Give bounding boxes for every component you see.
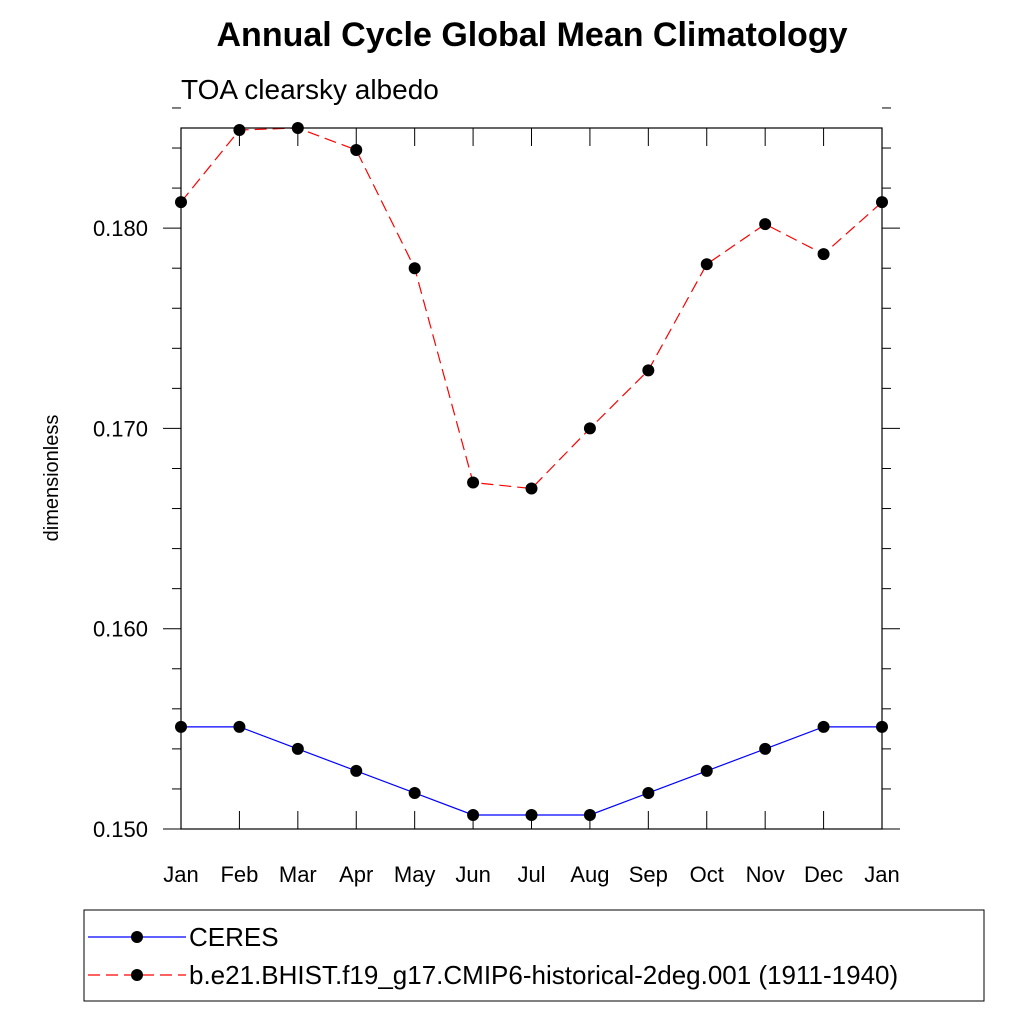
- y-tick-label: 0.180: [93, 216, 148, 241]
- y-tick-label: 0.170: [93, 416, 148, 441]
- legend: CERES b.e21.BHIST.f19_g17.CMIP6-historica…: [83, 909, 985, 1002]
- plot-series: [175, 122, 888, 821]
- data-point: [233, 124, 246, 137]
- data-point: [700, 764, 713, 777]
- x-tick-label: Jul: [517, 862, 545, 887]
- data-point: [642, 364, 655, 377]
- axis-ticks: [163, 107, 900, 830]
- y-tick-label: 0.160: [93, 617, 148, 642]
- data-point: [817, 720, 830, 733]
- data-point: [583, 808, 596, 821]
- data-point: [759, 218, 772, 231]
- x-tick-label: Aug: [570, 862, 609, 887]
- data-point: [525, 482, 538, 495]
- legend-marker: [131, 969, 143, 981]
- x-tick-label: Apr: [339, 862, 373, 887]
- x-tick-label: Dec: [804, 862, 843, 887]
- data-point: [350, 144, 363, 157]
- x-tick-label: Nov: [746, 862, 785, 887]
- data-point: [817, 248, 830, 261]
- x-tick-label: Jun: [455, 862, 490, 887]
- series-1: [175, 720, 888, 821]
- data-point: [408, 262, 421, 275]
- x-tick-labels: Jan Feb Mar Apr May Jun Jul Aug Sep Oct Nov Dec Jan: [163, 862, 899, 887]
- data-point: [642, 786, 655, 799]
- x-tick-label: Jan: [163, 862, 198, 887]
- series-line: [180, 127, 883, 490]
- data-point: [233, 720, 246, 733]
- legend-box: [83, 909, 985, 1002]
- series-2: [175, 122, 888, 495]
- y-axis-label: dimensionless: [41, 415, 63, 542]
- data-point: [525, 808, 538, 821]
- x-tick-label: May: [394, 862, 436, 887]
- data-point: [759, 742, 772, 755]
- x-tick-label: Oct: [690, 862, 724, 887]
- legend-label: CERES: [189, 922, 279, 952]
- y-tick-label: 0.150: [93, 817, 148, 842]
- plot-frame: [180, 127, 883, 830]
- chart-subtitle: TOA clearsky albedo: [181, 74, 439, 105]
- data-point: [467, 808, 480, 821]
- legend-entry: b.e21.BHIST.f19_g17.CMIP6-historical-2de…: [88, 960, 898, 990]
- data-point: [583, 422, 596, 435]
- x-tick-label: Jan: [864, 862, 899, 887]
- x-tick-label: Mar: [279, 862, 317, 887]
- y-tick-labels: 0.150 0.160 0.170 0.180: [93, 216, 148, 842]
- legend-marker: [131, 931, 143, 943]
- data-point: [467, 476, 480, 489]
- data-point: [700, 258, 713, 271]
- data-point: [408, 786, 421, 799]
- legend-entry: CERES: [88, 922, 279, 952]
- data-point: [291, 742, 304, 755]
- legend-label: b.e21.BHIST.f19_g17.CMIP6-historical-2de…: [189, 960, 898, 990]
- chart-title: Annual Cycle Global Mean Climatology: [217, 16, 848, 54]
- x-tick-label: Feb: [220, 862, 258, 887]
- series-line: [181, 726, 882, 816]
- x-tick-label: Sep: [629, 862, 668, 887]
- data-point: [350, 764, 363, 777]
